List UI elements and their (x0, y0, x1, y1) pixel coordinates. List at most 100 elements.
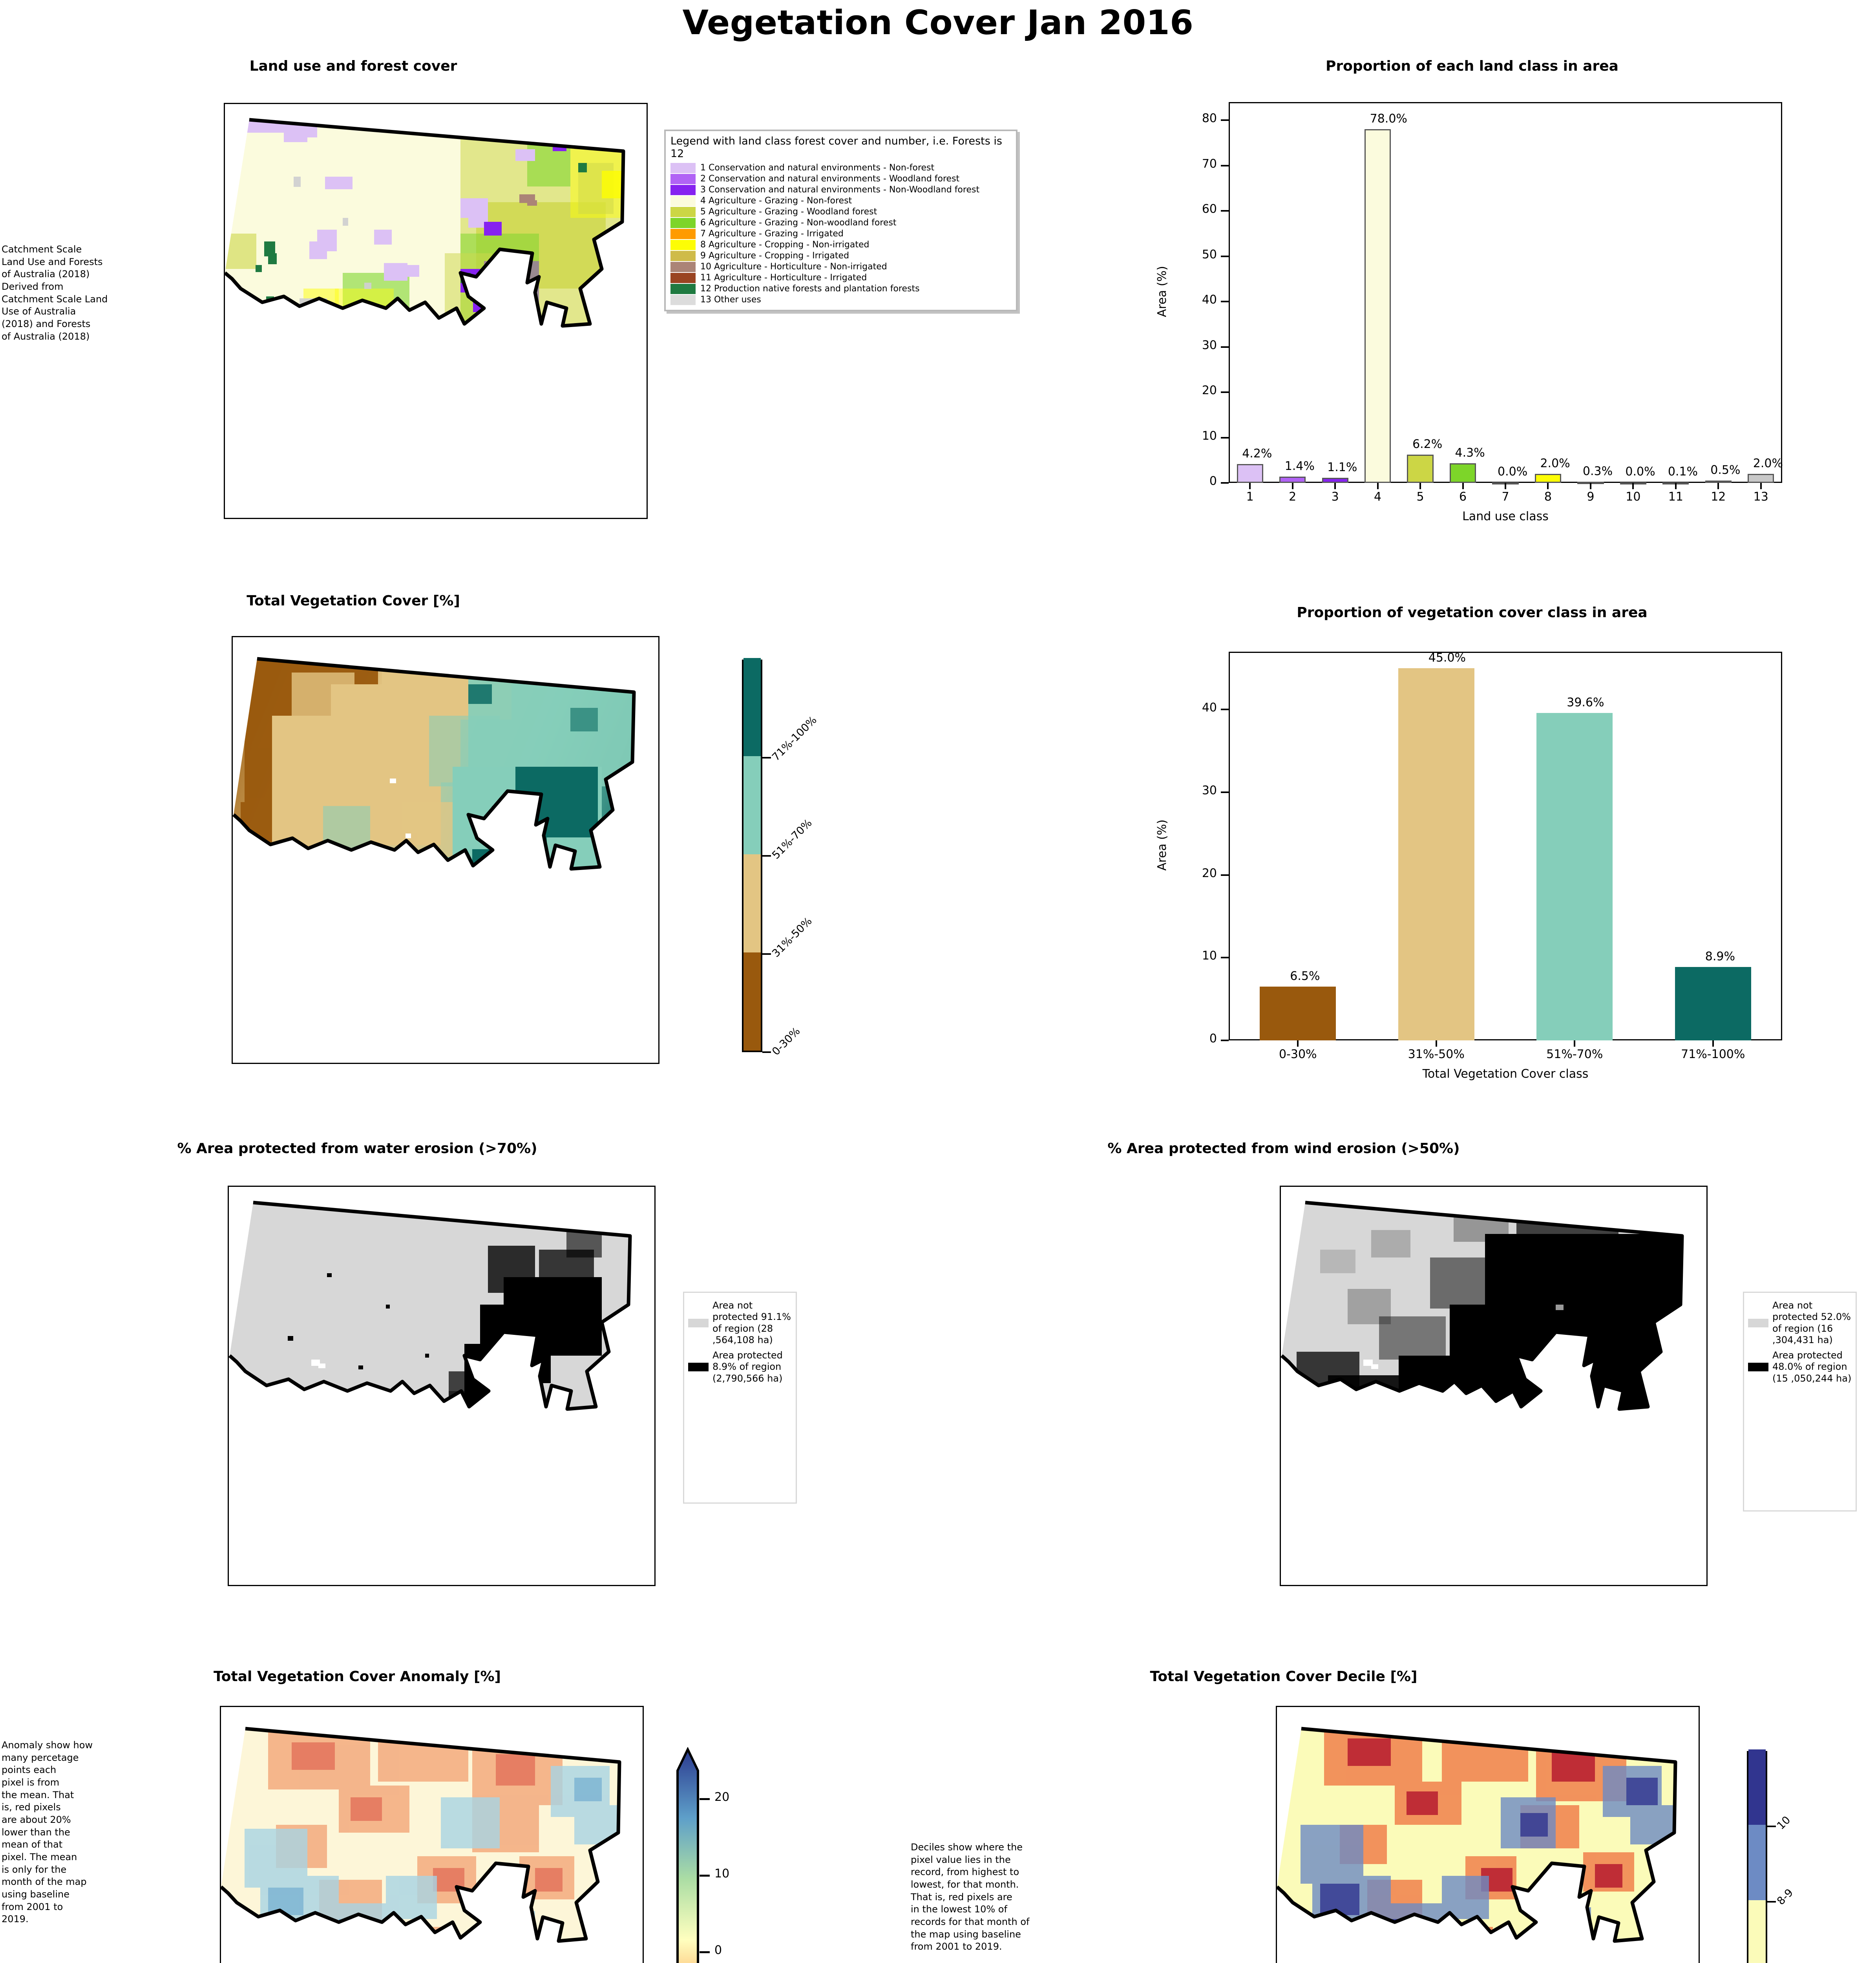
x-tick (1462, 483, 1464, 489)
anomaly-title: Total Vegetation Cover Anomaly [%] (214, 1669, 501, 1685)
x-tick-label: 31%-50% (1408, 1047, 1465, 1061)
legend-swatch-icon (670, 196, 696, 206)
bar[interactable] (1675, 967, 1751, 1040)
y-tick (1221, 210, 1229, 212)
y-tick-label: 40 (1202, 293, 1217, 307)
x-tick (1717, 483, 1719, 489)
anomaly-map[interactable] (220, 1706, 644, 1963)
y-tick (1221, 957, 1229, 959)
bar-value-label: 4.3% (1455, 446, 1485, 460)
x-tick (1760, 483, 1762, 489)
colorbar-strip[interactable] (1747, 1749, 1767, 1963)
bar[interactable] (1364, 129, 1391, 483)
x-axis-title: Land use class (1462, 510, 1549, 523)
bar[interactable] (1449, 463, 1476, 483)
y-tick-label: 40 (1202, 701, 1217, 715)
colorbar-tick (700, 1798, 710, 1800)
x-tick-label: 1 (1246, 490, 1254, 504)
veg-cover-bar-chart[interactable]: 0 10 20 30 40 Area (%) 6.5% 0-30% 45.0% 31%-50% 39… (1138, 640, 1806, 1103)
x-axis-title: Total Vegetation Cover class (1422, 1067, 1589, 1081)
y-tick-label: 20 (1202, 866, 1217, 880)
protection-legend-item: Area protected 48.0% of region (15 ,050,… (1748, 1350, 1852, 1384)
legend-swatch-icon (670, 294, 696, 305)
land-use-legend-item: 7 Agriculture - Grazing - Irrigated (670, 228, 1011, 239)
bar-value-label: 78.0% (1370, 112, 1407, 126)
colorbar-tick-label: 20 (714, 1790, 730, 1804)
x-tick (1377, 483, 1379, 489)
bar-value-label: 1.4% (1284, 459, 1315, 473)
land-use-legend-item: 5 Agriculture - Grazing - Woodland fores… (670, 207, 1011, 217)
bar[interactable] (1398, 668, 1474, 1040)
bar[interactable] (1237, 464, 1263, 483)
legend-label: 2 Conservation and natural environments … (700, 174, 960, 184)
y-tick (1221, 791, 1229, 793)
protection-legend-item: Area protected 8.9% of region (2,790,566… (688, 1350, 792, 1384)
veg-cover-colorbar: 0-30% 31%-50% 51%-70% 71%-100% (738, 652, 903, 1068)
veg-cover-map[interactable] (232, 636, 659, 1064)
decile-map[interactable] (1276, 1706, 1700, 1963)
bar-value-label: 8.9% (1705, 949, 1735, 963)
colorbar-tick-label: 8-9 (1775, 1886, 1796, 1908)
x-tick (1334, 483, 1336, 489)
x-tick (1712, 1040, 1714, 1047)
legend-label: 5 Agriculture - Grazing - Woodland fores… (700, 207, 877, 217)
legend-swatch-icon (670, 163, 696, 173)
x-tick-label: 8 (1544, 490, 1552, 504)
protection-label: Area not protected 52.0% of region (16 ,… (1772, 1300, 1851, 1345)
wind-erosion-legend: Area not protected 52.0% of region (16 ,… (1743, 1292, 1857, 1512)
colorbar-tick-label: 51%-70% (770, 817, 815, 862)
land-use-legend-item: 3 Conservation and natural environments … (670, 185, 1011, 195)
land-use-legend: Legend with land class forest cover and … (664, 130, 1017, 311)
legend-label: 7 Agriculture - Grazing - Irrigated (700, 229, 844, 239)
page-title: Vegetation Cover Jan 2016 (682, 3, 1194, 42)
land-use-legend-item: 6 Agriculture - Grazing - Non-woodland f… (670, 218, 1011, 228)
colorbar-segment (1748, 1900, 1766, 1963)
x-tick-label: 7 (1502, 490, 1509, 504)
bar[interactable] (1407, 455, 1434, 483)
decile-title: Total Vegetation Cover Decile [%] (1150, 1669, 1418, 1685)
land-use-legend-item: 9 Agriculture - Cropping - Irrigated (670, 250, 1011, 261)
x-tick (1675, 483, 1677, 489)
protection-label: Area protected 8.9% of region (2,790,566… (712, 1350, 783, 1384)
bar[interactable] (1322, 478, 1348, 483)
land-use-bar-chart[interactable]: 0 10 20 30 40 50 60 70 80 Area (%) 4.2% 1 1.4% 2 1.1% 3… (1138, 94, 1806, 542)
x-tick-label: 71%-100% (1681, 1047, 1745, 1061)
land-use-map[interactable] (224, 103, 648, 519)
colorbar-strip[interactable] (742, 658, 762, 1052)
legend-swatch-icon (670, 185, 696, 195)
protection-swatch-icon (688, 1362, 709, 1371)
water-erosion-legend: Area not protected 91.1% of region (28 ,… (683, 1292, 797, 1504)
land-use-legend-item: 13 Other uses (670, 294, 1011, 305)
x-tick (1505, 483, 1506, 489)
y-tick-label: 80 (1202, 111, 1217, 126)
land-use-legend-item: 8 Agriculture - Cropping - Non-irrigated (670, 239, 1011, 250)
protection-legend-item: Area not protected 52.0% of region (16 ,… (1748, 1300, 1852, 1346)
bar-value-label: 39.6% (1567, 695, 1604, 709)
y-tick (1221, 119, 1229, 121)
colorbar-tick (762, 953, 771, 955)
colorbar-tick-label: 10 (714, 1867, 730, 1881)
bar[interactable] (1260, 987, 1336, 1040)
bar[interactable] (1705, 481, 1732, 483)
x-tick-label: 0-30% (1279, 1047, 1317, 1061)
legend-swatch-icon (670, 218, 696, 228)
y-tick (1221, 346, 1229, 348)
anomaly-colorbar-strip[interactable] (675, 1747, 711, 1963)
legend-swatch-icon (670, 174, 696, 184)
bar[interactable] (1279, 476, 1306, 483)
anomaly-note: Anomaly show how many percetage points e… (2, 1740, 93, 1925)
legend-label: 3 Conservation and natural environments … (700, 185, 980, 195)
bar[interactable] (1536, 713, 1613, 1040)
x-tick-label: 2 (1289, 490, 1297, 504)
protection-legend-item: Area not protected 91.1% of region (28 ,… (688, 1300, 792, 1346)
bar[interactable] (1534, 473, 1562, 483)
bar[interactable] (1748, 473, 1774, 483)
x-tick (1291, 483, 1293, 489)
colorbar-tick-label: 71%-100% (770, 714, 819, 764)
bar-value-label: 6.5% (1290, 969, 1320, 983)
y-tick (1221, 164, 1229, 166)
water-erosion-map[interactable] (228, 1186, 656, 1586)
wind-erosion-map[interactable] (1280, 1186, 1708, 1586)
bar-value-label: 0.3% (1582, 464, 1613, 478)
bar-value-label: 6.2% (1412, 437, 1443, 451)
